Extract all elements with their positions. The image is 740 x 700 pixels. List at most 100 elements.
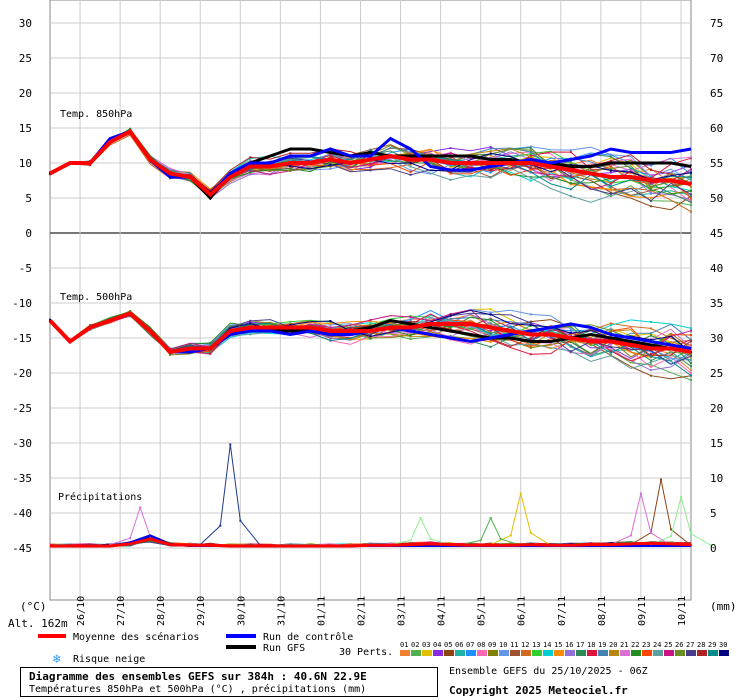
member-point-t500	[690, 362, 692, 365]
member-color-swatch	[598, 650, 608, 656]
member-color-swatch	[477, 650, 487, 656]
precip-peak-point	[409, 539, 412, 542]
member-point-t500	[690, 355, 692, 358]
member-color-swatch	[642, 650, 652, 656]
member-point-t500	[690, 379, 692, 382]
right-tick-label: 5	[710, 507, 717, 520]
member-point-t850	[489, 171, 492, 174]
member-point-t850	[449, 178, 452, 181]
member-point-t500	[489, 319, 492, 322]
member-point-t500	[529, 338, 532, 341]
member-point-t850	[569, 149, 572, 152]
member-point-t500	[690, 352, 692, 355]
member-color-swatch	[554, 650, 564, 656]
left-tick-label: 30	[19, 17, 32, 30]
member-point-t500	[690, 338, 692, 341]
date-tick-label: 08/11	[597, 596, 608, 626]
member-point-t500	[249, 319, 252, 322]
member-point-t500	[569, 344, 572, 347]
right-tick-label: 75	[710, 17, 723, 30]
member-point-t850	[529, 179, 532, 182]
member-point-t500	[209, 352, 212, 355]
member-color-swatch	[543, 650, 553, 656]
member-point-t500	[289, 324, 292, 327]
left-tick-label: 10	[19, 157, 32, 170]
member-point-t850	[329, 165, 332, 168]
member-color-swatch	[675, 650, 685, 656]
member-number-label: 05	[444, 641, 452, 649]
date-tick-label: 28/10	[156, 596, 167, 626]
date-tick-label: 07/11	[557, 596, 568, 626]
member-point-t500	[569, 329, 572, 332]
member-point-t850	[289, 167, 292, 170]
member-point-t850	[489, 154, 492, 157]
member-point-t500	[609, 322, 612, 325]
member-point-t850	[369, 166, 372, 169]
member-number-label: 29	[708, 641, 716, 649]
date-tick-label: 30/10	[236, 596, 247, 626]
member-point-t850	[690, 204, 692, 207]
member-point-t500	[649, 374, 652, 377]
member-point-t500	[409, 338, 412, 341]
right-tick-label: 10	[710, 472, 723, 485]
precip-peak-point	[529, 531, 532, 534]
member-point-t850	[289, 169, 292, 172]
right-unit-label: (mm)	[710, 600, 737, 613]
member-point-t850	[569, 163, 572, 166]
member-point-t500	[49, 319, 51, 322]
member-point-t500	[649, 350, 652, 353]
member-point-t500	[249, 323, 252, 326]
member-point-t850	[529, 146, 532, 149]
left-tick-label: -10	[12, 297, 32, 310]
member-point-t850	[690, 170, 692, 173]
right-tick-label: 30	[710, 332, 723, 345]
member-point-t850	[609, 188, 612, 191]
member-point-t850	[489, 147, 492, 150]
member-number-label: 13	[532, 641, 540, 649]
member-point-t850	[329, 155, 332, 158]
member-point-t500	[690, 340, 692, 343]
member-color-swatch	[609, 650, 619, 656]
member-point-t850	[690, 198, 692, 201]
legend: Moyenne des scénarios Run de contrôleRun …	[38, 631, 729, 667]
member-point-t850	[329, 162, 332, 165]
right-tick-label: 65	[710, 87, 723, 100]
member-point-t850	[609, 155, 612, 158]
member-point-t500	[89, 328, 92, 331]
member-point-t500	[649, 354, 652, 357]
member-point-t500	[209, 344, 212, 347]
member-point-t850	[289, 152, 292, 155]
member-point-t850	[529, 168, 532, 171]
precip-peak-point	[419, 517, 422, 519]
member-point-t500	[609, 354, 612, 357]
member-point-t850	[489, 169, 492, 172]
member-point-t500	[489, 330, 492, 333]
info-box: Diagramme des ensembles GEFS sur 384h : …	[20, 667, 438, 697]
left-tick-label: 0	[25, 227, 32, 240]
precip-peak-point	[499, 538, 502, 540]
left-tick-label: -35	[12, 472, 32, 485]
member-point-t850	[209, 188, 212, 191]
precip-peak-point	[649, 531, 652, 534]
left-tick-label: 20	[19, 87, 32, 100]
member-number-label: 07	[466, 641, 474, 649]
date-tick-label: 10/11	[677, 596, 688, 626]
right-tick-label: 45	[710, 227, 723, 240]
date-tick-label: 26/10	[76, 596, 87, 626]
member-point-t850	[569, 173, 572, 176]
member-point-t850	[249, 171, 252, 174]
member-point-t500	[489, 324, 492, 327]
chart-title: Diagramme des ensembles GEFS sur 384h : …	[29, 670, 367, 683]
member-color-swatch	[499, 650, 509, 656]
member-point-t850	[609, 157, 612, 160]
member-point-t500	[409, 331, 412, 334]
member-point-t500	[609, 350, 612, 353]
member-point-t500	[649, 355, 652, 358]
member-number-label: 15	[554, 641, 562, 649]
member-point-t850	[169, 168, 172, 171]
member-point-t850	[569, 182, 572, 185]
right-tick-label: 35	[710, 297, 723, 310]
member-point-t500	[529, 346, 532, 349]
member-point-t850	[690, 174, 692, 177]
